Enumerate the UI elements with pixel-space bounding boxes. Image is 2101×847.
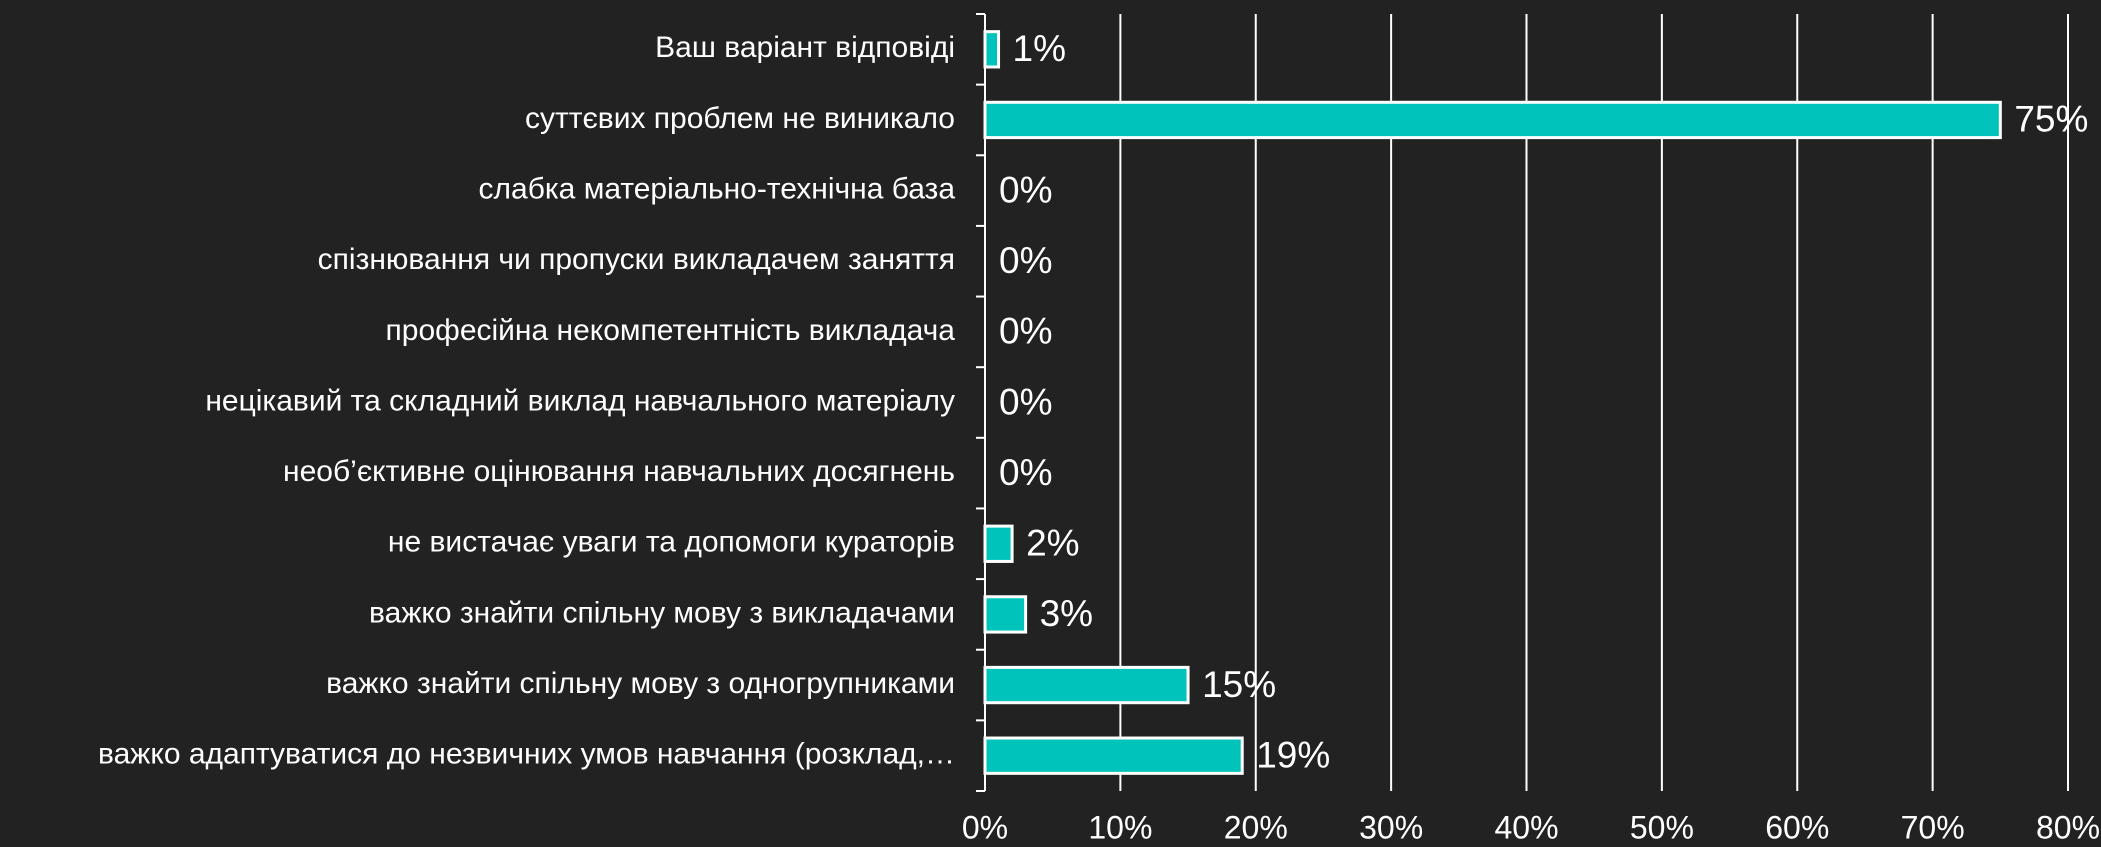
- category-label: важко адаптуватися до незвичних умов нав…: [98, 738, 955, 771]
- category-label: необ’єктивне оцінювання навчальних досяг…: [283, 455, 955, 488]
- x-tick-label: 50%: [1630, 809, 1694, 845]
- bar: [983, 736, 1244, 775]
- category-label: Ваш варіант відповіді: [655, 31, 955, 64]
- x-tick-label: 70%: [1901, 809, 1965, 845]
- value-label: 0%: [999, 240, 1052, 281]
- value-label: 0%: [999, 381, 1052, 422]
- category-label: важко знайти спільну мову з одногрупника…: [326, 667, 955, 700]
- bar: [983, 100, 2002, 140]
- value-label: 19%: [1256, 734, 1330, 775]
- category-label: спізнювання чи пропуски викладачем занят…: [318, 243, 955, 276]
- bar: [983, 30, 1001, 69]
- value-label: 0%: [999, 452, 1052, 493]
- x-tick-label: 40%: [1494, 809, 1558, 845]
- value-label: 75%: [2014, 99, 2088, 140]
- category-label: суттєвих проблем не виникало: [525, 102, 955, 135]
- x-tick-label: 20%: [1224, 809, 1288, 845]
- bar: [983, 595, 1028, 634]
- value-label: 0%: [999, 311, 1052, 352]
- value-label: 15%: [1202, 664, 1276, 705]
- category-label: слабка матеріально-технічна база: [479, 173, 956, 206]
- category-label: не вистачає уваги та допомоги кураторів: [388, 526, 955, 559]
- x-tick-label: 10%: [1088, 809, 1152, 845]
- x-tick-label: 30%: [1359, 809, 1423, 845]
- value-label: 2%: [1026, 523, 1079, 564]
- bar: [983, 524, 1014, 563]
- x-tick-label: 0%: [962, 809, 1008, 845]
- bar: [983, 665, 1190, 705]
- x-tick-label: 60%: [1765, 809, 1829, 845]
- x-tick-label: 80%: [2036, 809, 2100, 845]
- category-label: професійна некомпетентність викладача: [386, 314, 956, 347]
- category-label: важко знайти спільну мову з викладачами: [369, 596, 955, 629]
- value-label: 0%: [999, 169, 1052, 210]
- value-label: 3%: [1040, 593, 1093, 634]
- category-label: нецікавий та складний виклад навчального…: [205, 384, 955, 417]
- value-label: 1%: [1013, 28, 1066, 69]
